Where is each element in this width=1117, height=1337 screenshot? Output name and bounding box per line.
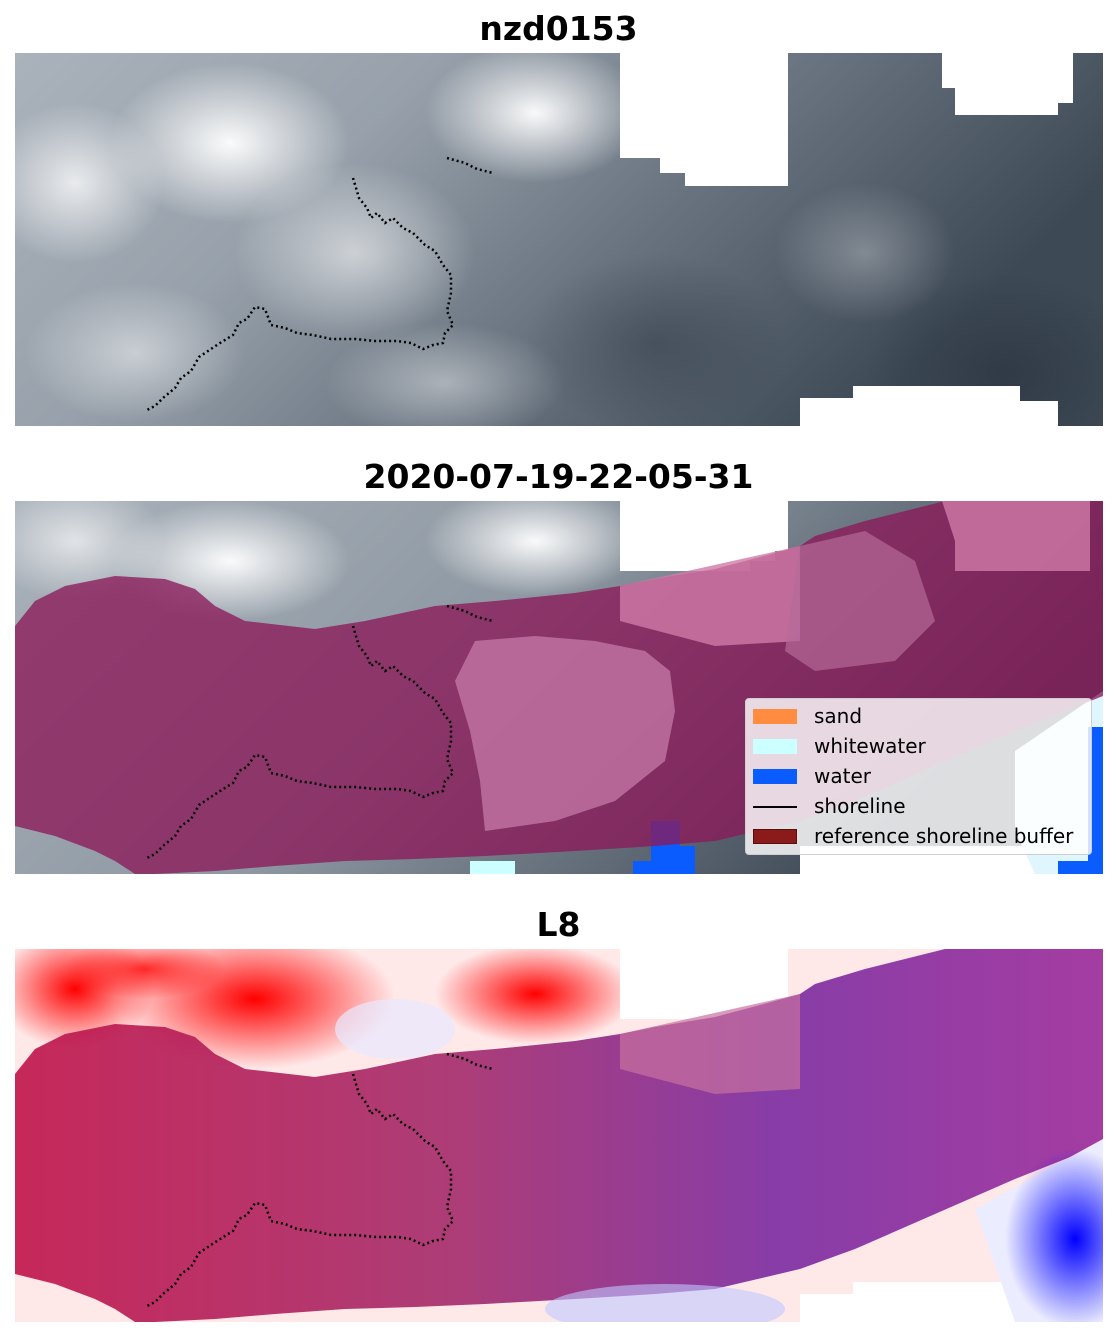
legend-label: sand bbox=[814, 704, 863, 728]
panel-title-date: 2020-07-19-22-05-31 bbox=[363, 457, 754, 496]
legend-item-shoreline: shoreline bbox=[753, 794, 1093, 818]
legend-item-whitewater: whitewater bbox=[753, 734, 1093, 758]
panel-title-satellite: L8 bbox=[536, 905, 581, 944]
panel-title-rgb: nzd0153 bbox=[479, 9, 638, 48]
legend: sand whitewater water shoreline referenc… bbox=[745, 698, 1092, 855]
legend-item-reference-buffer: reference shoreline buffer bbox=[753, 824, 1093, 848]
legend-label: water bbox=[814, 764, 871, 788]
water-swatch bbox=[753, 769, 797, 784]
shoreline-line-icon bbox=[753, 806, 797, 808]
sand-swatch bbox=[753, 709, 797, 724]
whitewater-swatch bbox=[753, 739, 797, 754]
legend-item-water: water bbox=[753, 764, 1093, 788]
index-image bbox=[15, 949, 1103, 1322]
legend-item-sand: sand bbox=[753, 704, 1093, 728]
legend-label: whitewater bbox=[814, 734, 926, 758]
legend-label: shoreline bbox=[814, 794, 906, 818]
legend-label: reference shoreline buffer bbox=[814, 824, 1074, 848]
rgb-image bbox=[15, 53, 1103, 426]
index-panel bbox=[15, 949, 1103, 1322]
rgb-image-panel bbox=[15, 53, 1103, 426]
buffer-swatch bbox=[753, 829, 797, 844]
